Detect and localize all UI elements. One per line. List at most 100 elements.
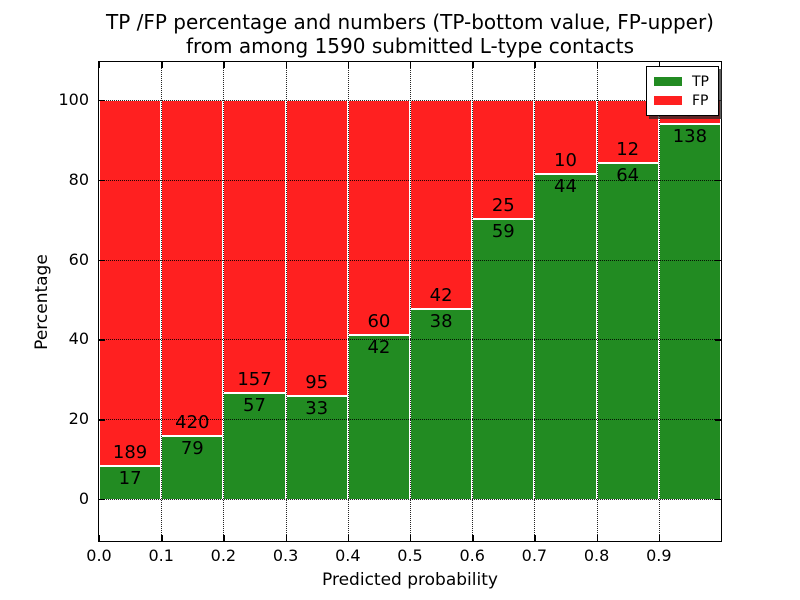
bar-count-tp: 138 — [672, 126, 708, 148]
x-tick-mark-top — [410, 62, 412, 68]
x-axis-label: Predicted probability — [322, 570, 498, 590]
bar-segment-fp — [347, 99, 410, 335]
y-tick-mark-left — [99, 339, 105, 341]
bar-count-fp: 95 — [305, 372, 329, 394]
gridline-vertical — [596, 62, 598, 541]
y-tick-mark-left — [99, 259, 105, 261]
x-tick-mark-bottom — [285, 535, 287, 541]
bar-count-fp: 189 — [112, 442, 148, 464]
x-tick-mark-top — [223, 62, 225, 68]
gridline-horizontal — [99, 419, 721, 421]
y-tick-mark-left — [99, 179, 105, 182]
y-tick-mark-right — [715, 499, 721, 501]
bar-count-tp: 59 — [491, 220, 515, 242]
bar-count-fp: 157 — [237, 368, 272, 390]
legend-item: TP — [654, 72, 709, 91]
chart-title-line2: from among 1590 submitted L-type contact… — [185, 34, 635, 58]
bar-count-tp: 57 — [243, 394, 266, 416]
x-tick-mark-top — [285, 62, 287, 68]
gridline-vertical — [410, 62, 411, 541]
x-tick-mark-bottom — [410, 535, 412, 541]
gridline-vertical — [534, 62, 536, 541]
bar-count-fp: 42 — [429, 285, 453, 307]
y-tick-mark-right — [715, 339, 721, 341]
y-tick-mark-left — [99, 99, 105, 102]
gridline-horizontal — [99, 179, 721, 181]
legend-label: FP — [692, 92, 709, 109]
x-tick-label: 0.2 — [210, 546, 237, 565]
x-tick-label: 0.1 — [148, 546, 174, 565]
bar-count-fp: 60 — [367, 310, 391, 332]
red-swatch — [654, 96, 682, 105]
gridline-vertical — [347, 62, 349, 541]
gridline-vertical — [285, 62, 287, 541]
y-tick-label: 100 — [58, 89, 89, 109]
y-tick-mark-right — [715, 179, 721, 182]
bar-segment-tp — [658, 124, 721, 500]
y-tick-label: 20 — [68, 409, 89, 429]
x-tick-mark-bottom — [347, 535, 350, 541]
bar-count-tp: 17 — [118, 468, 142, 490]
bar-segment-fp — [410, 99, 473, 310]
x-tick-mark-top — [347, 62, 350, 68]
x-tick-mark-top — [472, 62, 474, 68]
bar-segment-tp — [534, 173, 597, 500]
x-tick-mark-top — [658, 62, 661, 68]
x-tick-mark-bottom — [596, 535, 598, 541]
x-tick-label: 0.9 — [646, 546, 672, 565]
chart-title-line1: TP /FP percentage and numbers (TP-bottom… — [106, 10, 714, 34]
green-swatch — [654, 77, 682, 86]
y-tick-label: 80 — [68, 169, 89, 189]
y-tick-mark-left — [99, 499, 105, 501]
x-tick-mark-top — [161, 62, 163, 68]
bar-count-fp: 10 — [554, 149, 577, 171]
x-tick-mark-top — [596, 62, 598, 68]
gridline-horizontal — [99, 339, 721, 341]
gridline-vertical — [472, 62, 474, 541]
x-tick-label: 0.5 — [397, 546, 423, 565]
bar-segment-tp — [472, 218, 535, 500]
y-tick-mark-left — [99, 419, 105, 421]
bar-count-tp: 38 — [429, 311, 453, 333]
bar-segment-tp — [161, 435, 224, 500]
x-tick-mark-bottom — [472, 535, 474, 541]
x-tick-mark-bottom — [534, 535, 536, 541]
gridline-vertical — [658, 62, 660, 541]
bar-count-fp: 25 — [491, 194, 515, 216]
y-tick-mark-right — [715, 259, 721, 261]
chart-title: TP /FP percentage and numbers (TP-bottom… — [20, 10, 800, 58]
bar-segment-tp — [99, 466, 162, 500]
bar-count-tp: 64 — [616, 164, 640, 186]
x-tick-mark-bottom — [223, 535, 225, 541]
bar-segment-tp — [410, 309, 473, 500]
gridline-vertical — [161, 62, 163, 541]
gridline-horizontal — [99, 499, 721, 501]
bar-segment-fp — [99, 99, 162, 467]
bar-count-fp: 420 — [175, 411, 210, 433]
y-tick-label: 60 — [68, 249, 89, 269]
x-tick-label: 0.0 — [86, 546, 112, 565]
legend-label: TP — [692, 73, 709, 90]
bar-count-tp: 33 — [305, 398, 329, 420]
x-tick-label: 0.6 — [459, 546, 485, 565]
bar-segment-fp — [534, 99, 597, 174]
x-tick-mark-top — [534, 62, 536, 68]
x-tick-label: 0.4 — [335, 546, 361, 565]
bar-count-tp: 79 — [180, 437, 204, 459]
y-axis-label: Percentage — [32, 254, 52, 350]
gridline-vertical — [223, 62, 225, 541]
bar-segment-tp — [223, 392, 286, 500]
bar-count-tp: 44 — [554, 175, 577, 197]
bar-segment-fp — [285, 99, 348, 397]
y-tick-label: 40 — [68, 329, 89, 349]
plot-area: 17 189 79 420 57 157 33 95 42 60 38 42 59 25 44 10 64 12 1… — [97, 60, 722, 542]
legend-item: FP — [654, 91, 709, 110]
bar-count-fp: 12 — [616, 138, 640, 160]
bar-segment-tp — [596, 162, 659, 500]
y-tick-mark-right — [715, 419, 721, 421]
axes-frame — [97, 60, 722, 542]
x-tick-mark-bottom — [99, 535, 101, 541]
legend: TP FP — [646, 66, 719, 116]
gridline-horizontal — [99, 259, 721, 261]
